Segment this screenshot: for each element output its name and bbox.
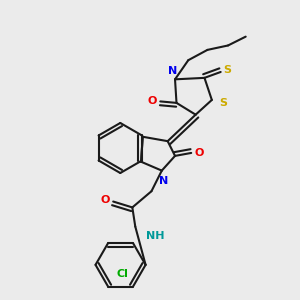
Text: Cl: Cl: [117, 269, 129, 279]
Text: O: O: [195, 148, 204, 158]
Text: O: O: [147, 96, 157, 106]
Text: N: N: [159, 176, 168, 187]
Text: O: O: [100, 195, 110, 205]
Text: N: N: [168, 66, 177, 76]
Text: NH: NH: [146, 231, 164, 241]
Text: S: S: [219, 98, 227, 108]
Text: S: S: [224, 65, 232, 76]
